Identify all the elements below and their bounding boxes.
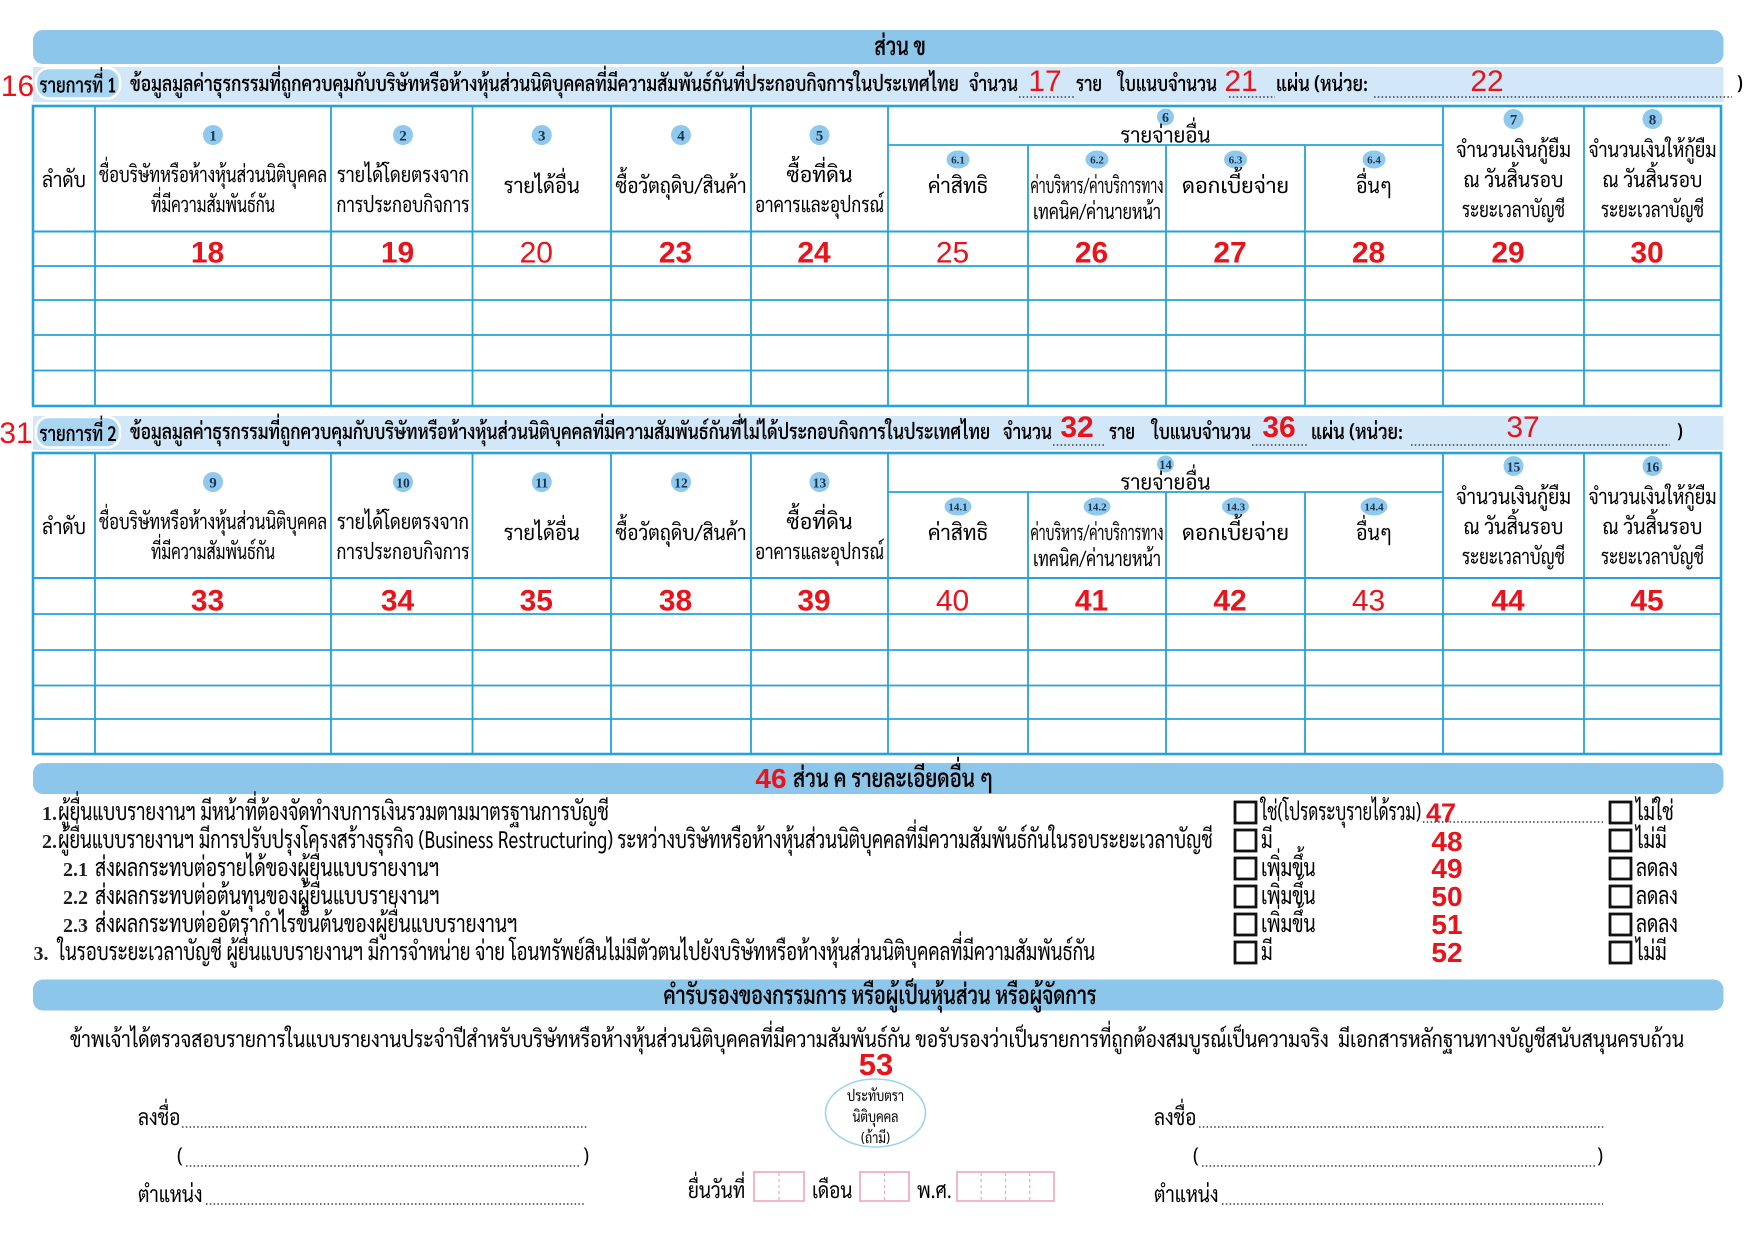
svg-text:19: 19 [381,237,414,270]
svg-text:15: 15 [1507,460,1521,475]
svg-text:12: 12 [674,476,688,491]
svg-text:11: 11 [535,476,548,491]
svg-text:49: 49 [1431,853,1462,884]
svg-text:20: 20 [520,237,553,270]
svg-text:27: 27 [1213,237,1246,270]
svg-text:28: 28 [1352,237,1385,270]
svg-text:34: 34 [381,585,415,618]
svg-text:46: 46 [755,763,786,794]
svg-text:3: 3 [538,129,546,145]
svg-text:31: 31 [0,417,33,450]
svg-text:18: 18 [191,237,224,270]
svg-text:6.1: 6.1 [951,154,965,166]
svg-text:16: 16 [1646,460,1660,475]
svg-text:8: 8 [1649,113,1657,129]
svg-text:4: 4 [677,129,685,145]
svg-text:25: 25 [936,237,969,270]
svg-text:14: 14 [1159,458,1172,472]
svg-text:7: 7 [1510,113,1518,129]
svg-text:6.2: 6.2 [1090,154,1104,166]
svg-text:14.2: 14.2 [1087,501,1107,513]
svg-text:24: 24 [797,237,831,270]
svg-text:2.1: 2.1 [63,859,88,881]
svg-text:33: 33 [191,585,224,618]
svg-text:32: 32 [1060,411,1093,444]
svg-text:17: 17 [1028,65,1061,98]
svg-text:9: 9 [209,476,217,492]
svg-text:45: 45 [1630,585,1663,618]
svg-text:1: 1 [209,129,217,145]
svg-text:1.: 1. [42,803,57,825]
svg-text:48: 48 [1431,826,1462,857]
svg-text:42: 42 [1213,585,1246,618]
svg-text:35: 35 [520,585,553,618]
svg-text:52: 52 [1431,937,1462,968]
svg-text:50: 50 [1431,881,1462,912]
svg-text:14.4: 14.4 [1364,501,1384,513]
svg-text:2.: 2. [42,831,57,853]
svg-text:29: 29 [1491,237,1524,270]
svg-text:39: 39 [797,585,830,618]
svg-text:13: 13 [813,476,827,491]
svg-text:43: 43 [1352,585,1385,618]
svg-text:6: 6 [1162,111,1169,126]
svg-text:2.3: 2.3 [63,915,88,937]
svg-text:6.3: 6.3 [1229,154,1243,166]
svg-text:5: 5 [816,129,824,145]
svg-text:51: 51 [1431,909,1462,940]
svg-text:2: 2 [399,129,407,145]
svg-text:2.2: 2.2 [63,887,88,909]
svg-text:41: 41 [1075,585,1108,618]
svg-text:53: 53 [859,1047,893,1082]
svg-text:40: 40 [936,585,969,618]
svg-text:14.3: 14.3 [1226,501,1246,513]
svg-text:21: 21 [1224,65,1257,98]
svg-text:37: 37 [1506,411,1539,444]
svg-text:3.: 3. [34,943,49,965]
svg-text:47: 47 [1426,798,1456,828]
svg-text:6.4: 6.4 [1367,154,1381,166]
svg-text:30: 30 [1630,237,1663,270]
svg-text:36: 36 [1262,411,1295,444]
svg-text:38: 38 [659,585,692,618]
svg-text:16: 16 [1,70,34,103]
svg-text:14.1: 14.1 [948,501,967,513]
svg-text:22: 22 [1470,65,1503,98]
svg-text:10: 10 [396,476,410,491]
svg-text:23: 23 [659,237,692,270]
svg-text:44: 44 [1491,585,1525,618]
svg-text:26: 26 [1075,237,1108,270]
